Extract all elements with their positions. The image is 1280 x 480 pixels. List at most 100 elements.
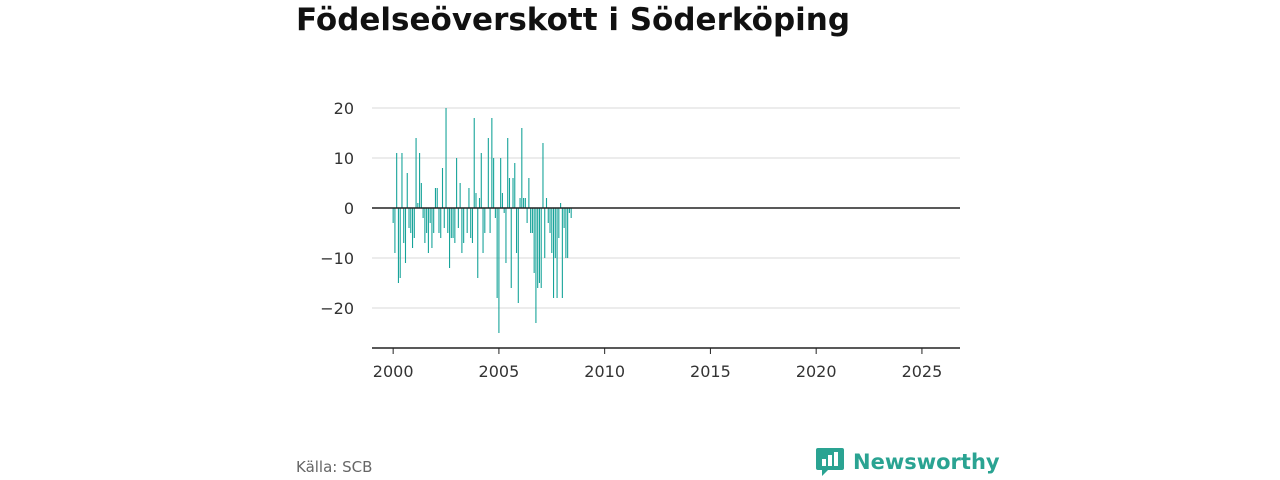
bar: [561, 208, 563, 298]
bar: [445, 108, 447, 208]
y-tick-label: 20: [334, 99, 354, 118]
bar: [487, 138, 489, 208]
bar: [433, 208, 435, 233]
bar: [547, 208, 549, 223]
bar: [531, 208, 533, 233]
y-tick-label: 0: [344, 199, 354, 218]
bar: [459, 183, 461, 208]
bar: [449, 208, 451, 268]
bar: [466, 208, 468, 233]
chart-title: Födelseöverskott i Söderköping: [296, 2, 851, 38]
bar: [422, 208, 424, 218]
bar: [533, 208, 535, 273]
bar: [473, 118, 475, 208]
bar: [540, 208, 542, 288]
bar: [420, 183, 422, 208]
bar: [517, 208, 519, 303]
bar: [399, 208, 401, 278]
bar: [563, 208, 565, 228]
bar: [475, 193, 477, 208]
bar: [537, 208, 539, 288]
x-tick-label: 2020: [796, 362, 837, 381]
bar: [512, 178, 514, 208]
axes: [372, 207, 960, 354]
bar: [403, 208, 405, 243]
bar: [515, 208, 518, 253]
bar: [524, 198, 526, 208]
bar: [413, 208, 415, 238]
x-tick-label: 2000: [373, 362, 414, 381]
bar: [530, 208, 532, 233]
bar: [454, 208, 456, 243]
bar: [565, 208, 567, 258]
bar: [521, 128, 523, 208]
bar-chart: −20 −10 0 10 20 2000 2005 2010 2015 2020 2025: [320, 99, 960, 381]
bar: [523, 198, 525, 208]
bars: [392, 108, 572, 333]
bar: [491, 118, 493, 208]
bar: [434, 188, 436, 208]
bar: [436, 188, 438, 208]
bar: [501, 193, 503, 208]
bar: [470, 208, 472, 238]
bar: [538, 208, 540, 283]
bar: [457, 208, 459, 228]
bar: [553, 208, 555, 298]
bar: [426, 208, 428, 233]
x-tick-label: 2010: [584, 362, 625, 381]
x-tick-label: 2005: [479, 362, 520, 381]
bar: [542, 143, 544, 208]
bar: [503, 208, 505, 213]
bar: [443, 208, 445, 228]
bar: [493, 158, 495, 208]
bar: [410, 208, 412, 233]
bar: [431, 208, 433, 248]
bar: [392, 208, 394, 223]
bar: [461, 208, 463, 253]
bar: [554, 208, 556, 258]
bar: [452, 208, 454, 238]
bar: [478, 198, 481, 208]
bar: [419, 153, 421, 208]
bar: [396, 153, 398, 208]
bar: [429, 208, 431, 223]
bar: [567, 208, 569, 258]
bar: [411, 208, 414, 248]
bar: [417, 203, 419, 208]
bar: [560, 203, 562, 208]
bar: [489, 208, 491, 233]
bar: [549, 208, 551, 233]
x-tick-label: 2025: [902, 362, 943, 381]
source-label: Källa: SCB: [296, 458, 373, 476]
bar: [427, 208, 429, 253]
bar: [570, 208, 572, 218]
tick-labels: −20 −10 0 10 20 2000 2005 2010 2015 2020 2025: [320, 99, 942, 381]
bar: [526, 208, 528, 223]
bar: [397, 208, 399, 283]
bar: [484, 208, 486, 233]
bar: [404, 208, 407, 263]
bar: [505, 208, 507, 263]
brand-name: Newsworthy: [853, 450, 1000, 474]
bar: [471, 208, 474, 243]
newsworthy-logo[interactable]: Newsworthy: [815, 446, 1000, 478]
bar: [568, 208, 570, 213]
y-tick-label: −20: [320, 299, 354, 318]
bar: [551, 208, 553, 253]
bar: [510, 208, 512, 288]
bar: [438, 208, 440, 233]
bar: [482, 208, 484, 253]
bar: [408, 208, 410, 228]
bar: [558, 208, 560, 238]
bar: [440, 208, 442, 238]
y-tick-label: −10: [320, 249, 354, 268]
bar: [424, 208, 426, 243]
bar: [450, 208, 452, 238]
bar: [528, 178, 530, 208]
bar: [500, 158, 502, 208]
bar: [401, 153, 403, 208]
grid-lines: [372, 107, 960, 309]
y-tick-label: 10: [334, 149, 354, 168]
bar: [406, 173, 408, 208]
bar: [556, 208, 558, 298]
